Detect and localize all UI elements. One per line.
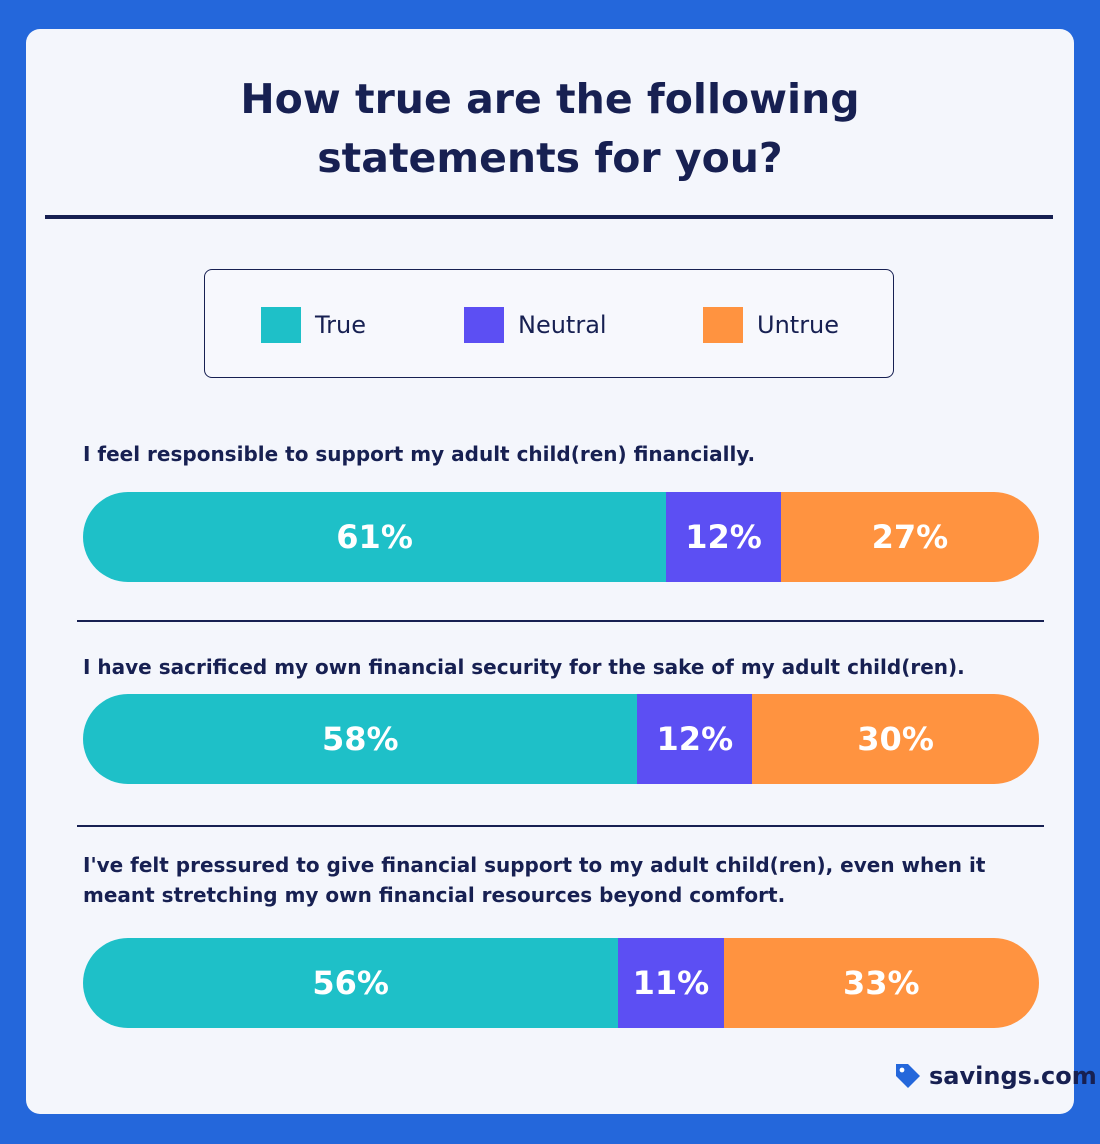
bar-segment-untrue-row-1: 27% [780, 492, 1039, 582]
price-tag-icon [896, 1064, 920, 1088]
question-1-label: I feel responsible to support my adult c… [83, 442, 756, 466]
bar-segment-neutral-row-3: 11% [618, 938, 724, 1028]
data-label-true-row-3: 56% [312, 964, 389, 1002]
chart-title-line-1: How true are the following [240, 75, 860, 123]
data-label-neutral-row-2: 12% [656, 720, 734, 758]
bar-segment-neutral-row-2: 12% [637, 694, 753, 784]
question-3-label-line-2: meant stretching my own financial resour… [83, 883, 786, 907]
legend-swatch-untrue [703, 307, 743, 343]
data-label-true-row-1: 61% [336, 518, 413, 556]
data-label-untrue-row-3: 33% [842, 964, 920, 1002]
legend: True Neutral Untrue [204, 269, 894, 378]
bar-row-1: 61% 12% 27% [83, 492, 1039, 582]
data-label-neutral-row-1: 12% [685, 518, 762, 556]
legend-label-untrue: Untrue [757, 311, 840, 339]
legend-item-neutral: Neutral [464, 307, 607, 343]
bar-segment-true-row-2: 58% [83, 694, 638, 784]
bar-segment-true-row-3: 56% [83, 938, 619, 1028]
data-label-neutral-row-3: 11% [632, 964, 710, 1002]
data-label-true-row-2: 58% [321, 720, 399, 758]
legend-item-untrue: Untrue [703, 307, 839, 343]
row-divider-1 [77, 620, 1044, 622]
question-2-label: I have sacrificed my own financial secur… [83, 655, 965, 679]
data-label-untrue-row-1: 27% [871, 518, 949, 556]
bar-segment-untrue-row-2: 30% [752, 694, 1039, 784]
bar-row-2: 58% 12% 30% [83, 694, 1039, 784]
legend-swatch-true [261, 307, 301, 343]
bar-segment-true-row-1: 61% [83, 492, 667, 582]
legend-swatch-neutral [464, 307, 504, 343]
legend-label-true: True [315, 311, 366, 339]
row-divider-2 [77, 825, 1044, 827]
legend-label-neutral: Neutral [518, 311, 607, 339]
chart-title-line-2: statements for you? [317, 134, 783, 182]
bar-segment-untrue-row-3: 33% [723, 938, 1039, 1028]
brand-name: savings.com [929, 1062, 1097, 1090]
bar-row-3: 56% 11% 33% [83, 938, 1039, 1028]
bar-segment-neutral-row-1: 12% [666, 492, 781, 582]
legend-item-true: True [261, 307, 366, 343]
data-label-untrue-row-2: 30% [857, 720, 934, 758]
brand-logo: savings.com [893, 1060, 1097, 1092]
title-divider [45, 215, 1053, 219]
question-3-label-line-1: I've felt pressured to give financial su… [83, 853, 986, 877]
